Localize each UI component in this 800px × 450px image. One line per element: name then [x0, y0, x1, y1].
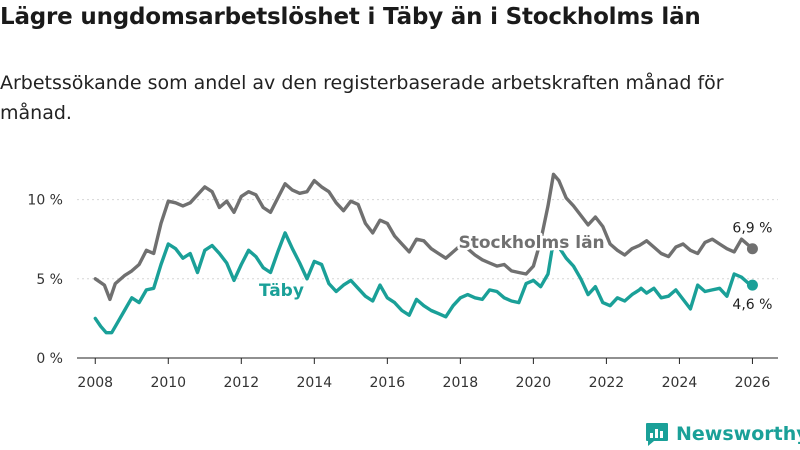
brand-name: Newsworthy — [676, 423, 800, 445]
brand-logo: Newsworthy — [644, 420, 800, 448]
x-tick-label: 2010 — [150, 375, 186, 391]
y-tick-label: 10 % — [27, 193, 63, 209]
x-tick-label: 2026 — [735, 375, 771, 391]
x-tick-label: 2012 — [223, 375, 259, 391]
end-point-t-by — [746, 279, 758, 291]
series-line-t-by — [93, 231, 755, 335]
x-tick-label: 2008 — [77, 375, 113, 391]
y-tick-label: 0 % — [36, 351, 63, 367]
newsworthy-logo-icon — [646, 423, 668, 446]
chart-title: Lägre ungdomsarbetslöshet i Täby än i St… — [0, 4, 701, 30]
end-value-label: 6,9 % — [732, 221, 772, 237]
y-tick-label: 5 % — [36, 272, 63, 288]
chart-subtitle: Arbetssökande som andel av den registerb… — [0, 72, 724, 124]
end-point-stockholms-l-n — [746, 243, 758, 255]
x-tick-label: 2014 — [296, 375, 332, 391]
x-tick-label: 2020 — [516, 375, 552, 391]
x-tick-label: 2016 — [370, 375, 406, 391]
legend-label: Stockholms län — [458, 233, 604, 253]
legend-label: Täby — [259, 281, 304, 301]
x-tick-label: 2024 — [662, 375, 698, 391]
x-tick-label: 2022 — [589, 375, 625, 391]
series-line-stockholms-l-n — [93, 172, 755, 302]
x-tick-label: 2018 — [443, 375, 479, 391]
end-value-label: 4,6 % — [732, 297, 772, 313]
